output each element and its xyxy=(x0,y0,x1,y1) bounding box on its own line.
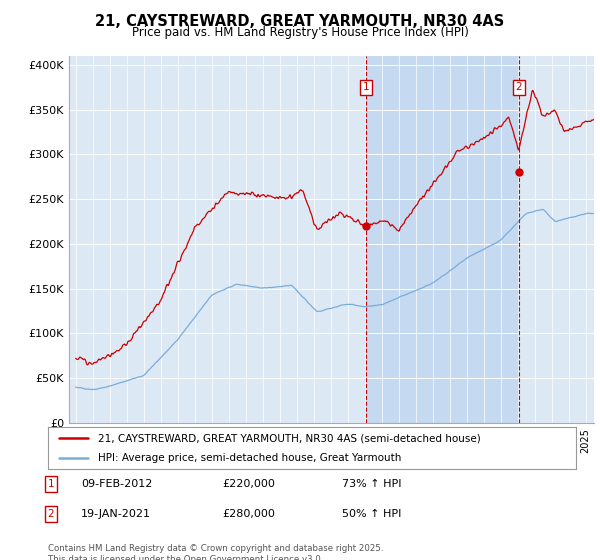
Text: 09-FEB-2012: 09-FEB-2012 xyxy=(81,479,152,489)
Text: HPI: Average price, semi-detached house, Great Yarmouth: HPI: Average price, semi-detached house,… xyxy=(98,453,401,463)
Text: £280,000: £280,000 xyxy=(222,509,275,519)
Text: 1: 1 xyxy=(363,82,370,92)
Text: 19-JAN-2021: 19-JAN-2021 xyxy=(81,509,151,519)
Text: Price paid vs. HM Land Registry's House Price Index (HPI): Price paid vs. HM Land Registry's House … xyxy=(131,26,469,39)
Text: 1: 1 xyxy=(47,479,55,489)
Text: 2: 2 xyxy=(47,509,55,519)
Text: 21, CAYSTREWARD, GREAT YARMOUTH, NR30 4AS (semi-detached house): 21, CAYSTREWARD, GREAT YARMOUTH, NR30 4A… xyxy=(98,433,481,444)
Text: 50% ↑ HPI: 50% ↑ HPI xyxy=(342,509,401,519)
Text: 73% ↑ HPI: 73% ↑ HPI xyxy=(342,479,401,489)
Text: 21, CAYSTREWARD, GREAT YARMOUTH, NR30 4AS: 21, CAYSTREWARD, GREAT YARMOUTH, NR30 4A… xyxy=(95,14,505,29)
Text: 2: 2 xyxy=(515,82,522,92)
Bar xyxy=(367,56,519,423)
Text: £220,000: £220,000 xyxy=(222,479,275,489)
Text: Contains HM Land Registry data © Crown copyright and database right 2025.
This d: Contains HM Land Registry data © Crown c… xyxy=(48,544,383,560)
